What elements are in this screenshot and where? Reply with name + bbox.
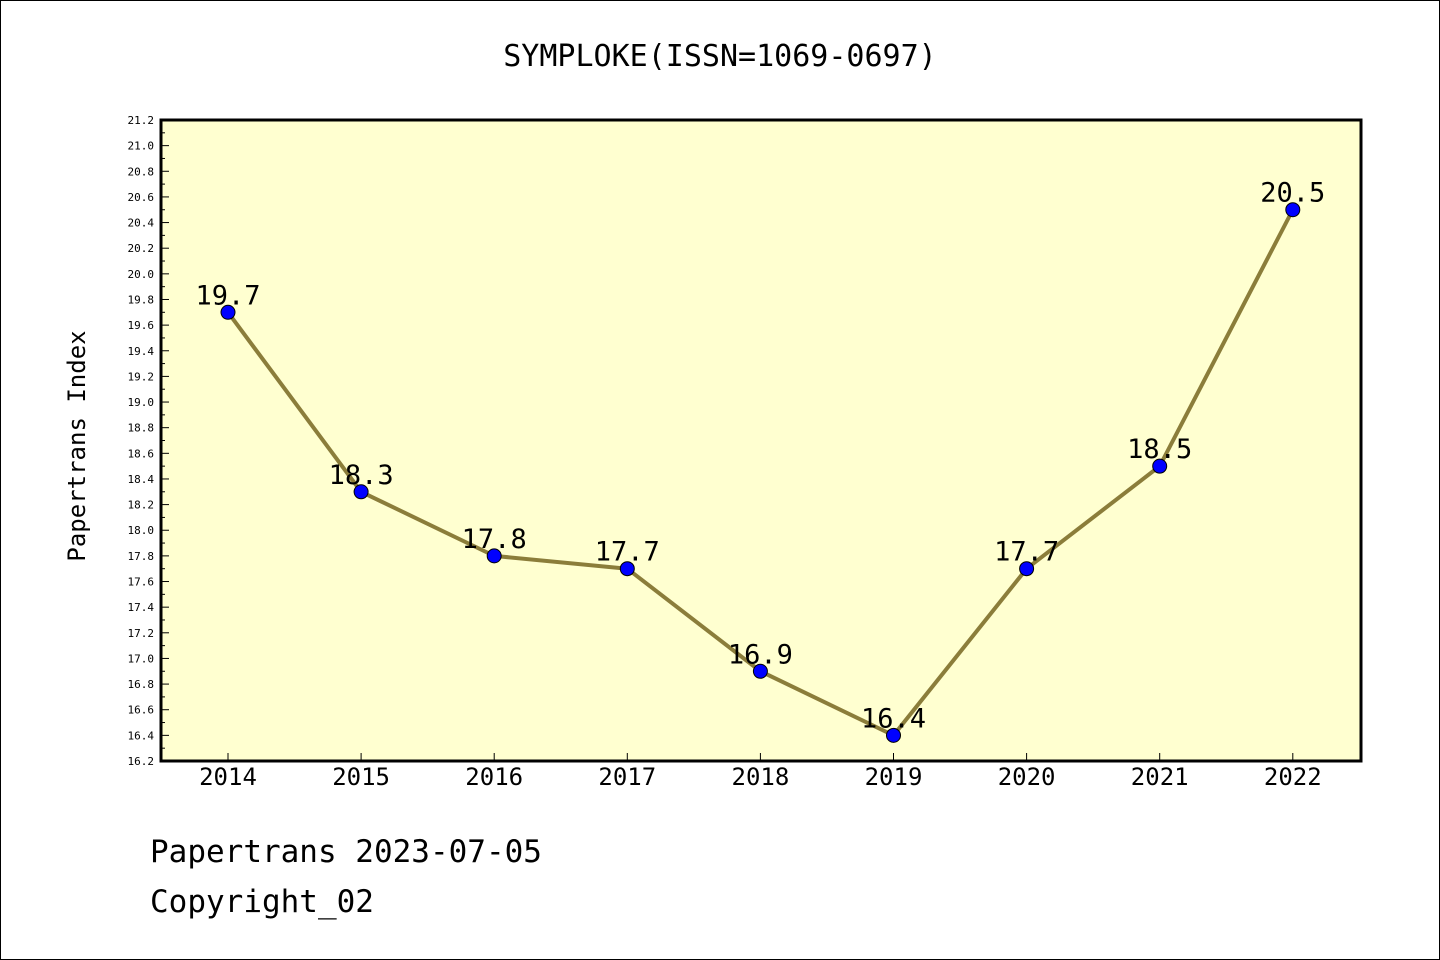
- x-tick-label: 2017: [598, 763, 656, 791]
- data-point: [886, 727, 901, 743]
- data-label: 18.3: [329, 460, 394, 491]
- plot-border: [159, 118, 1363, 763]
- y-tick-label: 20.8: [128, 165, 155, 178]
- y-tick-label: 17.8: [128, 550, 155, 563]
- footer-copyright-text: Copyright_02: [150, 884, 374, 920]
- y-tick-label: 17.4: [128, 601, 155, 614]
- x-tick-label: 2022: [1264, 763, 1322, 791]
- data-label: 19.7: [195, 280, 260, 311]
- data-point: [486, 548, 502, 564]
- y-tick-label: 20.2: [128, 242, 155, 255]
- data-label: 18.5: [1127, 434, 1192, 465]
- x-tick-label: 2014: [199, 763, 257, 791]
- y-tick-label: 19.0: [128, 396, 155, 409]
- y-tick-label: 16.4: [128, 729, 155, 742]
- data-point: [1152, 458, 1168, 474]
- y-tick-label: 18.6: [128, 447, 155, 460]
- y-tick-label: 20.4: [128, 217, 155, 230]
- x-tick-label: 2016: [465, 763, 523, 791]
- data-point: [220, 304, 236, 320]
- y-tick-label: 16.6: [128, 704, 155, 717]
- y-tick-label: 18.4: [128, 473, 155, 486]
- y-axis-label: Papertrans Index: [63, 330, 91, 561]
- y-tick-label: 21.2: [128, 114, 155, 127]
- data-point: [752, 663, 768, 679]
- data-label: 17.7: [994, 537, 1059, 568]
- y-tick-label: 18.0: [128, 524, 155, 537]
- y-tick-label: 19.2: [128, 370, 155, 383]
- data-label: 17.8: [462, 524, 527, 555]
- data-point: [1285, 202, 1301, 218]
- footer-date-text: Papertrans 2023-07-05: [150, 834, 542, 870]
- y-tick-label: 16.8: [128, 678, 155, 691]
- y-tick-label: 18.2: [128, 499, 155, 512]
- y-tick-label: 19.4: [128, 345, 155, 358]
- plot-area: 16.2 16.4 16.6 16.8 17.0 17.2 17.4 17.6 17.8 18.0…: [128, 114, 1363, 791]
- y-tick-label: 20.6: [128, 191, 155, 204]
- y-tick-label: 20.0: [128, 268, 155, 281]
- chart-title: SYMPLOKE(ISSN=1069-0697): [503, 39, 936, 74]
- data-label: 16.4: [861, 703, 926, 734]
- x-tick-label: 2020: [998, 763, 1056, 791]
- x-tick-label: 2021: [1131, 763, 1189, 791]
- y-tick-label: 16.2: [128, 755, 155, 768]
- y-tick-label: 17.0: [128, 652, 155, 665]
- data-label: 17.7: [595, 537, 660, 568]
- y-tick-label: 17.6: [128, 576, 155, 589]
- data-label: 16.9: [728, 639, 793, 670]
- data-point: [353, 484, 369, 500]
- y-tick-label: 19.8: [128, 293, 155, 306]
- plot-background: [161, 120, 1361, 761]
- data-point: [1019, 561, 1035, 577]
- y-tick-label: 21.0: [128, 140, 155, 153]
- y-tick-label: 19.6: [128, 319, 155, 332]
- y-tick-label: 17.2: [128, 627, 155, 640]
- data-label: 20.5: [1260, 178, 1325, 209]
- x-tick-label: 2019: [865, 763, 923, 791]
- y-tick-label: 18.8: [128, 422, 155, 435]
- x-tick-label: 2018: [732, 763, 790, 791]
- data-point: [619, 561, 635, 577]
- x-tick-label: 2015: [332, 763, 390, 791]
